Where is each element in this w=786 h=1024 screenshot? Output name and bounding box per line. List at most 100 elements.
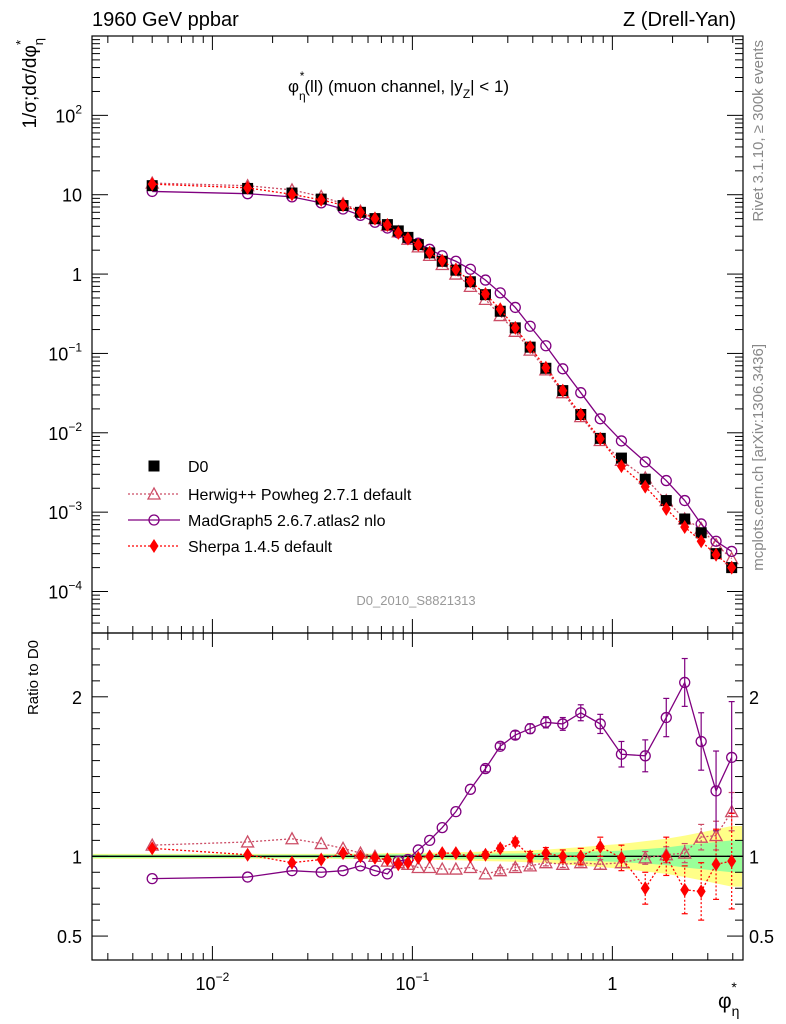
sherpa-point [495,302,505,317]
herwig-ratio-point [573,855,588,869]
herwig-ratio-point [314,836,329,850]
herwig-ratio-point [555,856,570,870]
herwig-ratio-point [448,861,463,875]
sherpa-point [616,459,626,474]
madgraph-ratio-point [639,750,651,762]
sherpa-point [403,231,413,246]
madgraph-point [524,320,536,332]
sherpa-point [595,431,605,446]
sherpa-ratio-line [152,841,732,893]
x-tick-label: 10−1 [396,970,430,994]
herwig-ratio-point [538,855,553,869]
sherpa-ratio-point [465,849,475,864]
sherpa-ratio-point [558,849,568,864]
x-tick-label: 1 [607,974,617,994]
sherpa-line [152,183,733,569]
herwig-ratio-point [523,858,538,872]
sherpa-point [338,198,348,213]
sherpa-ratio-point [525,849,535,864]
sherpa-ratio-point [576,849,586,864]
sherpa-point [558,383,568,398]
legend-marker-madgraph [148,514,160,526]
madgraph-ratio-point [695,735,707,748]
legend-label: Sherpa 1.4.5 default [188,539,333,556]
sherpa-ratio-point [403,855,413,870]
herwig-ratio-point [435,861,450,875]
data-point [639,473,651,485]
main-panel: 10−4 10−3 10−2 10−1 1 10 102 1/σ;dσ/dφη* φη*(ll)… [13,35,744,634]
header-process-label: Z (Drell-Yan) [623,9,736,31]
sherpa-point [510,320,520,335]
y-tick-label: 10−1 [48,340,82,364]
herwig-ratio-point [508,860,523,874]
madgraph-ratio-point [557,718,569,730]
sherpa-ratio-point [696,884,706,899]
sherpa-point [711,547,721,562]
sherpa-ratio-point [413,850,423,865]
sherpa-point [437,253,447,268]
data-point [660,495,672,507]
sherpa-ratio-point [451,846,461,861]
sherpa-ratio-point [495,841,505,856]
herwig-ratio-point [614,855,629,869]
herwig-ratio-point [493,863,508,877]
madgraph-ratio-point [337,865,349,877]
sherpa-ratio-point [595,839,605,854]
madgraph-point [710,535,722,547]
sherpa-point [465,274,475,289]
sherpa-ratio-point [287,855,297,870]
sherpa-ratio-point [727,854,737,869]
ratio-y-tick-label: 2 [72,688,82,708]
sherpa-point [727,560,737,575]
ratio-y-tick-label-right: 0.5 [749,927,774,947]
y-tick-label: 10 [62,186,82,206]
herwig-ratio-point [593,856,608,870]
herwig-ratio-point [677,845,692,859]
sherpa-ratio-point [640,881,650,896]
sherpa-ratio-point [661,849,671,864]
madgraph-ratio-point [726,751,738,764]
sherpa-point [382,218,392,233]
madgraph-point [557,363,569,375]
legend-label: MadGraph5 2.6.7.atlas2 nlo [188,513,386,530]
sherpa-ratio-point [480,847,490,862]
ratio-y-tick-label-right: 1 [749,847,759,867]
sherpa-ratio-point [711,857,721,872]
madgraph-ratio-point [679,676,691,689]
sherpa-ratio-point [616,850,626,865]
sherpa-point [243,180,253,195]
sherpa-point [413,237,423,252]
sherpa-ratio-point [510,834,520,849]
sherpa-point [541,360,551,375]
madgraph-ratio-point [509,729,521,741]
sherpa-ratio-point [680,882,690,897]
header-energy-label: 1960 GeV ppbar [92,9,239,31]
sherpa-ratio-point [393,857,403,872]
madgraph-ratio-point [146,872,158,885]
sherpa-ratio-point [437,846,447,861]
y-tick-label: 10−3 [48,499,82,523]
madgraph-ratio-point [315,866,327,878]
madgraph-point [679,494,691,507]
sherpa-point [480,287,490,302]
madgraph-ratio-line [152,680,733,880]
madgraph-point [494,287,506,299]
madgraph-point [509,301,521,314]
data-point [615,452,627,464]
sherpa-ratio-point [243,847,253,862]
ratio-frame [91,632,744,961]
data-point [679,513,691,525]
madgraph-point [464,263,477,275]
madgraph-ratio-point [424,834,436,847]
herwig-ratio-point [708,828,724,842]
madgraph-ratio-point [524,723,536,735]
madgraph-ratio-point [615,748,628,760]
herwig-ratio-point [463,860,478,874]
chart-title: φη*(ll) (muon channel, |yZ| < 1) [288,69,509,103]
legend-marker-herwig [146,486,162,500]
herwig-ratio-point [284,831,300,845]
madgraph-ratio-point [450,806,462,818]
ratio-y-tick-label-right: 2 [749,688,759,708]
analysis-id-label: D0_2010_S8821313 [356,593,475,608]
sherpa-point [147,177,157,192]
